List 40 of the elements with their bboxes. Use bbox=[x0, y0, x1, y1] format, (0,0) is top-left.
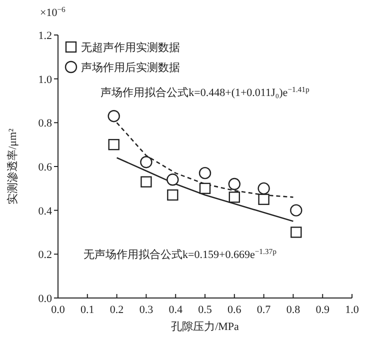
x-tick-label: 1.0 bbox=[345, 304, 360, 316]
x-tick-label: 0.5 bbox=[198, 304, 212, 316]
point bbox=[258, 194, 270, 205]
text: ×10$^{−6}$ bbox=[40, 4, 66, 19]
point bbox=[108, 138, 120, 150]
y-tick-label: 0.8 bbox=[38, 118, 52, 130]
legend-label: 无超声作用实测数据 bbox=[81, 41, 180, 54]
point bbox=[166, 174, 179, 186]
x-tick-label: 0.6 bbox=[228, 304, 242, 316]
x-tick-label: 0.8 bbox=[286, 304, 301, 316]
point bbox=[108, 110, 120, 122]
x-tick-label: 0.9 bbox=[316, 304, 330, 316]
x-tick-label: 0.4 bbox=[168, 304, 183, 316]
point bbox=[258, 182, 270, 195]
y-tick-label: 1.0 bbox=[38, 74, 52, 86]
y-tick-label: 0.0 bbox=[38, 293, 52, 305]
point bbox=[140, 156, 152, 168]
annotation: 无声场作用拟合公式k=0.159+0.669e$^{−1.37p}$ bbox=[84, 246, 277, 261]
point bbox=[290, 204, 302, 216]
line-series bbox=[116, 157, 294, 222]
y-tick-label: 1.2 bbox=[38, 30, 52, 42]
x-tick-label: 0.1 bbox=[80, 304, 94, 316]
x-tick-label: 0.7 bbox=[256, 304, 272, 316]
x-tick-label: 0.3 bbox=[139, 304, 154, 316]
point bbox=[199, 182, 211, 194]
legend-label: 声场作用后实测数据 bbox=[81, 61, 180, 74]
point bbox=[290, 226, 302, 238]
y-tick-label: 0.2 bbox=[38, 249, 52, 262]
y-tick-label: 0.4 bbox=[38, 205, 52, 218]
point bbox=[198, 166, 212, 180]
annotation: 声场作用拟合公式k=0.448+(1+0.011J₀)e$^{−1.41p}$ bbox=[100, 84, 310, 99]
y-axis-title: 实测渗透率/μm² bbox=[6, 128, 19, 204]
x-tick-label: 0.0 bbox=[51, 304, 66, 316]
y-tick-label: 0.6 bbox=[38, 162, 52, 174]
x-tick-label: 0.2 bbox=[110, 304, 124, 316]
x-axis-title: 孔隙压力/MPa bbox=[171, 320, 240, 333]
point bbox=[228, 192, 240, 203]
point bbox=[167, 189, 178, 201]
point bbox=[228, 178, 240, 190]
point bbox=[140, 176, 152, 188]
